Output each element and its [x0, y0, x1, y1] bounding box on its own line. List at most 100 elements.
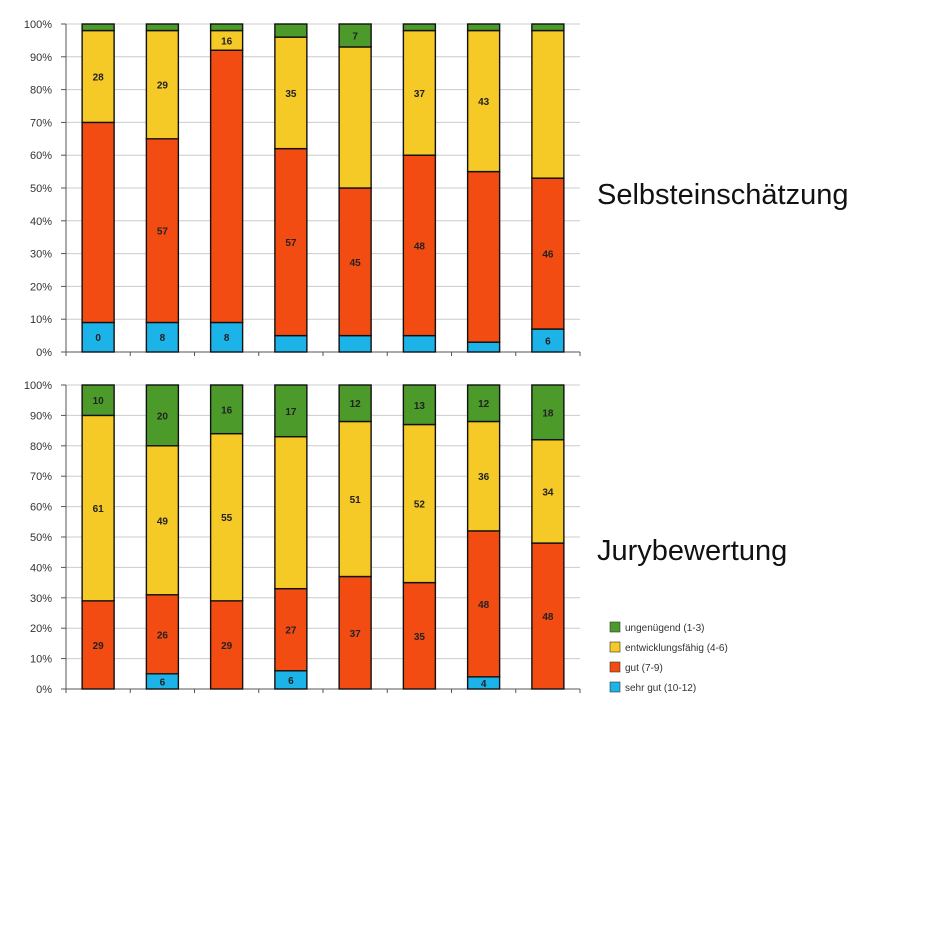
bar-segment	[466, 530, 501, 678]
data-label: 37	[350, 629, 362, 640]
bar-segment	[209, 600, 244, 690]
y-tick-label: 20%	[30, 281, 52, 293]
bar-segment	[145, 138, 180, 324]
data-label: 16	[221, 405, 233, 416]
data-label: 46	[542, 250, 554, 261]
bar-segment	[338, 23, 372, 48]
data-label: 37	[414, 89, 426, 100]
data-label: 6	[545, 337, 551, 348]
data-label: 18	[542, 408, 554, 419]
legend-label: ungenügend (1-3)	[625, 623, 705, 634]
legend-label: entwicklungsfähig (4-6)	[625, 643, 728, 654]
data-label: 7	[352, 31, 358, 42]
data-label: 48	[542, 612, 554, 623]
data-label: 12	[350, 399, 362, 410]
bar-segment	[402, 384, 437, 426]
bar-segment	[209, 321, 244, 353]
data-label: 27	[285, 626, 297, 637]
bar-segment	[402, 334, 437, 353]
bar-segment	[531, 384, 565, 441]
bar-segment	[338, 384, 372, 423]
data-label: 57	[157, 227, 169, 238]
y-tick-label: 100%	[24, 380, 52, 392]
bar-segment	[402, 154, 437, 337]
y-tick-label: 80%	[30, 441, 52, 453]
data-label: 8	[224, 333, 230, 344]
data-label: 12	[478, 399, 490, 410]
y-tick-label: 90%	[30, 410, 52, 422]
data-label: 52	[414, 500, 426, 511]
y-tick-label: 50%	[30, 183, 52, 195]
bar-segment	[402, 423, 437, 584]
legend-label: gut (7-9)	[625, 663, 663, 674]
bar-segment	[466, 29, 501, 173]
bar-segment	[274, 587, 308, 672]
bar-segment	[145, 29, 180, 140]
bar-segment	[81, 414, 115, 602]
jurybewertung-title: Jurybewertung	[597, 535, 787, 567]
y-tick-label: 70%	[30, 471, 52, 483]
bar-segment	[209, 384, 244, 435]
data-label: 17	[285, 407, 297, 418]
bar-segment	[274, 384, 308, 438]
data-label: 35	[285, 89, 297, 100]
data-label: 48	[478, 600, 490, 611]
data-label: 51	[350, 495, 362, 506]
y-tick-label: 60%	[30, 502, 52, 514]
bar-segment	[81, 29, 115, 124]
y-tick-label: 30%	[30, 593, 52, 605]
selbsteinschaetzung-title: Selbsteinschätzung	[597, 179, 849, 211]
data-label: 57	[285, 238, 297, 249]
bar-segment	[145, 594, 180, 675]
bar-segment	[466, 23, 501, 32]
data-label: 16	[221, 36, 233, 47]
bar-segment	[209, 49, 244, 324]
legend: ungenügend (1-3) entwicklungsfähig (4-6) g…	[609, 621, 728, 694]
y-tick-label: 90%	[30, 52, 52, 64]
bar-segment	[338, 420, 372, 578]
bar-segment	[531, 439, 565, 544]
data-label: 49	[157, 516, 169, 527]
legend-swatch	[609, 661, 621, 673]
y-tick-label: 30%	[30, 249, 52, 261]
y-tick-label: 0%	[36, 684, 52, 696]
bar-segment	[81, 23, 115, 32]
data-label: 28	[93, 72, 105, 83]
y-tick-label: 50%	[30, 532, 52, 544]
data-label: 61	[93, 504, 105, 515]
y-tick-label: 10%	[30, 654, 52, 666]
bar-segment	[274, 23, 308, 38]
bar-segment	[531, 177, 565, 330]
bar-segment	[338, 334, 372, 353]
y-tick-label: 10%	[30, 314, 52, 326]
selbsteinschaetzung-panel: 0% 10% 20% 30% 40% 50% 60% 70% 80% 90% 100% 0 28 8 57 2…	[24, 19, 581, 359]
bar-segment	[466, 384, 501, 423]
bar-segment	[531, 29, 565, 179]
data-label: 4	[481, 679, 487, 690]
bar-segment	[466, 341, 501, 353]
data-label: 36	[478, 472, 490, 483]
bar-segment	[402, 581, 437, 690]
bar-segment	[274, 147, 308, 337]
data-label: 48	[414, 241, 426, 252]
legend-swatch	[609, 641, 621, 653]
legend-swatch	[609, 621, 621, 633]
bar-segment	[81, 321, 115, 353]
y-tick-label: 40%	[30, 562, 52, 574]
data-label: 45	[350, 258, 362, 269]
data-label: 6	[288, 676, 294, 687]
data-label: 10	[93, 396, 105, 407]
bar-segment	[145, 321, 180, 353]
bar-segment	[531, 23, 565, 32]
bar-segment	[145, 23, 180, 32]
data-label: 34	[542, 487, 554, 498]
bar-segment	[402, 23, 437, 32]
y-tick-label: 70%	[30, 117, 52, 129]
bar-segment	[274, 435, 308, 590]
data-label: 29	[93, 641, 105, 652]
data-label: 55	[221, 513, 233, 524]
data-label: 13	[414, 401, 426, 412]
jurybewertung-panel: 0%10%20%30%40%50%60%70%80%90%100%0296110…	[24, 380, 581, 696]
data-label: 6	[160, 677, 166, 688]
